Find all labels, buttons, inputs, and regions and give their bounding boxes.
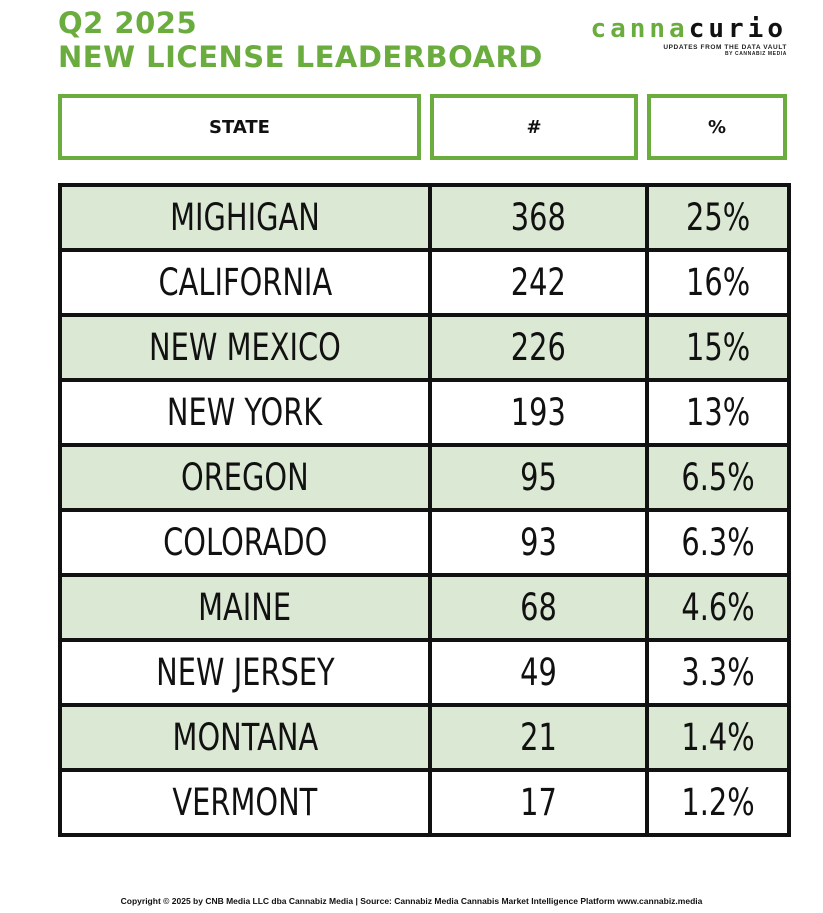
logo-word-curio: curio xyxy=(688,14,787,44)
count-cell: 93 xyxy=(428,508,649,577)
header-count: # xyxy=(430,94,638,160)
percent-cell: 15% xyxy=(645,313,791,382)
percent-cell: 3.3% xyxy=(645,638,791,707)
count-cell: 49 xyxy=(428,638,649,707)
state-cell: OREGON xyxy=(58,443,432,512)
count-cell: 368 xyxy=(428,183,649,252)
count-cell: 21 xyxy=(428,703,649,772)
percent-cell: 13% xyxy=(645,378,791,447)
percent-cell: 25% xyxy=(645,183,791,252)
page-title: NEW LICENSE LEADERBOARD xyxy=(58,40,543,74)
header-state: STATE xyxy=(58,94,421,160)
count-cell: 226 xyxy=(428,313,649,382)
percent-cell: 6.5% xyxy=(645,443,791,512)
state-cell: NEW MEXICO xyxy=(58,313,432,382)
percent-cell: 4.6% xyxy=(645,573,791,642)
percent-cell: 1.4% xyxy=(645,703,791,772)
count-cell: 68 xyxy=(428,573,649,642)
count-cell: 242 xyxy=(428,248,649,317)
copyright-footer: Copyright © 2025 by CNB Media LLC dba Ca… xyxy=(120,896,703,906)
state-cell: NEW JERSEY xyxy=(58,638,432,707)
table-row: MONTANA 21 1.4% xyxy=(58,703,791,772)
table-row: VERMONT 17 1.2% xyxy=(58,768,791,837)
state-cell: MONTANA xyxy=(58,703,432,772)
logo-word-canna: canna xyxy=(590,14,689,44)
percent-cell: 16% xyxy=(645,248,791,317)
table-row: MIGHIGAN 368 25% xyxy=(58,183,791,252)
count-cell: 17 xyxy=(428,768,649,837)
leaderboard-table: MIGHIGAN 368 25% CALIFORNIA 242 16% NEW … xyxy=(58,183,791,837)
count-cell: 95 xyxy=(428,443,649,512)
table-row: NEW MEXICO 226 15% xyxy=(58,313,791,382)
logo-tagline: UPDATES FROM THE DATA VAULT xyxy=(663,44,787,51)
state-cell: CALIFORNIA xyxy=(58,248,432,317)
table-row: OREGON 95 6.5% xyxy=(58,443,791,512)
percent-cell: 6.3% xyxy=(645,508,791,577)
table-row: NEW JERSEY 49 3.3% xyxy=(58,638,791,707)
state-cell: COLORADO xyxy=(58,508,432,577)
state-cell: VERMONT xyxy=(58,768,432,837)
page-title-period: Q2 2025 xyxy=(58,6,198,40)
table-row: MAINE 68 4.6% xyxy=(58,573,791,642)
cannacurio-logo: cannacurio UPDATES FROM THE DATA VAULT B… xyxy=(590,14,787,57)
state-cell: NEW YORK xyxy=(58,378,432,447)
logo-wordmark: cannacurio xyxy=(590,14,787,44)
table-row: COLORADO 93 6.3% xyxy=(58,508,791,577)
table-row: NEW YORK 193 13% xyxy=(58,378,791,447)
header-percent: % xyxy=(647,94,787,160)
logo-byline: BY CANNABIZ MEDIA xyxy=(724,51,787,57)
percent-cell: 1.2% xyxy=(645,768,791,837)
count-cell: 193 xyxy=(428,378,649,447)
state-cell: MAINE xyxy=(58,573,432,642)
state-cell: MIGHIGAN xyxy=(58,183,432,252)
table-row: CALIFORNIA 242 16% xyxy=(58,248,791,317)
